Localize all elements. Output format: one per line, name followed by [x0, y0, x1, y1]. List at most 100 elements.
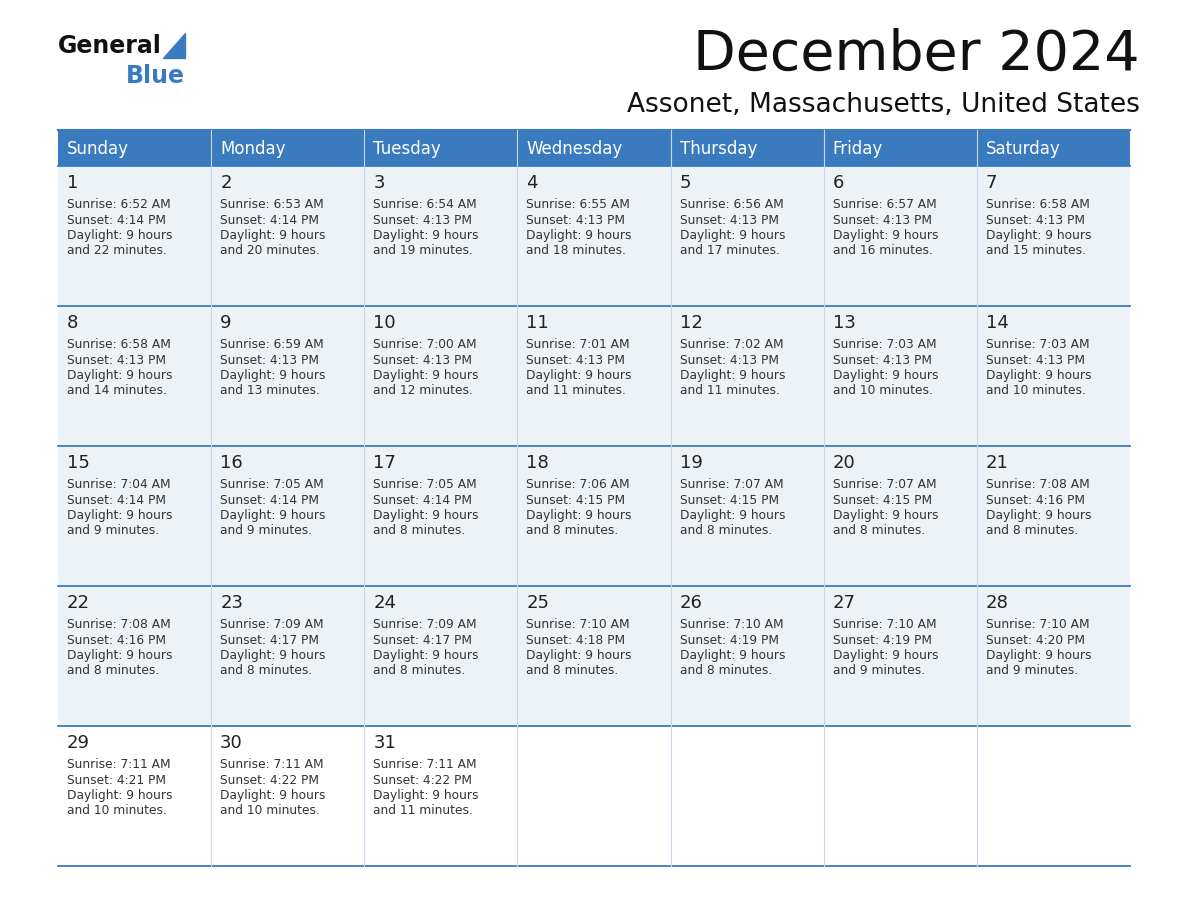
Text: and 8 minutes.: and 8 minutes. [67, 665, 159, 677]
Text: Daylight: 9 hours: Daylight: 9 hours [220, 509, 326, 522]
Text: Daylight: 9 hours: Daylight: 9 hours [220, 789, 326, 802]
Text: Daylight: 9 hours: Daylight: 9 hours [986, 369, 1092, 382]
Text: Sunset: 4:16 PM: Sunset: 4:16 PM [986, 494, 1085, 507]
Text: Daylight: 9 hours: Daylight: 9 hours [986, 509, 1092, 522]
Text: 5: 5 [680, 174, 691, 192]
Bar [58, 446, 1130, 586]
Text: Daylight: 9 hours: Daylight: 9 hours [986, 649, 1092, 662]
Text: Sunset: 4:13 PM: Sunset: 4:13 PM [526, 214, 625, 227]
Text: Daylight: 9 hours: Daylight: 9 hours [67, 789, 172, 802]
Text: Daylight: 9 hours: Daylight: 9 hours [67, 649, 172, 662]
Text: Tuesday: Tuesday [373, 140, 441, 158]
Text: 23: 23 [220, 594, 244, 612]
Text: Sunset: 4:13 PM: Sunset: 4:13 PM [680, 353, 778, 366]
Text: Sunset: 4:15 PM: Sunset: 4:15 PM [680, 494, 778, 507]
Text: and 10 minutes.: and 10 minutes. [986, 385, 1086, 397]
Text: Sunset: 4:14 PM: Sunset: 4:14 PM [67, 494, 166, 507]
Text: Sunrise: 7:10 AM: Sunrise: 7:10 AM [680, 618, 783, 631]
Text: Sunrise: 7:03 AM: Sunrise: 7:03 AM [833, 338, 936, 351]
Text: Sunset: 4:16 PM: Sunset: 4:16 PM [67, 633, 166, 646]
Text: Sunrise: 6:55 AM: Sunrise: 6:55 AM [526, 198, 631, 211]
Bar [823, 130, 977, 166]
Text: and 10 minutes.: and 10 minutes. [833, 385, 933, 397]
Text: Thursday: Thursday [680, 140, 757, 158]
Text: Daylight: 9 hours: Daylight: 9 hours [67, 369, 172, 382]
Text: Wednesday: Wednesday [526, 140, 623, 158]
Text: and 8 minutes.: and 8 minutes. [680, 524, 772, 538]
Text: Daylight: 9 hours: Daylight: 9 hours [833, 229, 939, 242]
Bar [365, 130, 518, 166]
Bar [58, 130, 211, 166]
Text: Daylight: 9 hours: Daylight: 9 hours [373, 229, 479, 242]
Text: 28: 28 [986, 594, 1009, 612]
Text: 18: 18 [526, 454, 549, 472]
Text: and 8 minutes.: and 8 minutes. [526, 524, 619, 538]
Text: General: General [58, 34, 162, 58]
Text: Sunset: 4:14 PM: Sunset: 4:14 PM [220, 214, 320, 227]
Text: and 11 minutes.: and 11 minutes. [680, 385, 779, 397]
Text: Daylight: 9 hours: Daylight: 9 hours [680, 509, 785, 522]
Text: 20: 20 [833, 454, 855, 472]
Text: and 12 minutes.: and 12 minutes. [373, 385, 473, 397]
Text: Sunrise: 7:05 AM: Sunrise: 7:05 AM [373, 478, 478, 491]
Text: and 19 minutes.: and 19 minutes. [373, 244, 473, 258]
Text: Sunset: 4:13 PM: Sunset: 4:13 PM [986, 353, 1085, 366]
Text: Friday: Friday [833, 140, 883, 158]
Text: Sunrise: 7:10 AM: Sunrise: 7:10 AM [986, 618, 1089, 631]
Text: 27: 27 [833, 594, 855, 612]
Text: and 18 minutes.: and 18 minutes. [526, 244, 626, 258]
Text: Sunset: 4:14 PM: Sunset: 4:14 PM [373, 494, 473, 507]
Text: Daylight: 9 hours: Daylight: 9 hours [373, 509, 479, 522]
Text: Sunset: 4:19 PM: Sunset: 4:19 PM [680, 633, 778, 646]
Text: and 8 minutes.: and 8 minutes. [833, 524, 925, 538]
Text: Daylight: 9 hours: Daylight: 9 hours [833, 369, 939, 382]
Bar [58, 306, 1130, 446]
Text: Sunrise: 7:11 AM: Sunrise: 7:11 AM [67, 758, 171, 771]
Text: Sunrise: 6:57 AM: Sunrise: 6:57 AM [833, 198, 936, 211]
Text: 21: 21 [986, 454, 1009, 472]
Text: Sunset: 4:17 PM: Sunset: 4:17 PM [373, 633, 473, 646]
Text: and 10 minutes.: and 10 minutes. [220, 804, 320, 818]
Text: and 17 minutes.: and 17 minutes. [680, 244, 779, 258]
Text: and 9 minutes.: and 9 minutes. [986, 665, 1078, 677]
Text: Daylight: 9 hours: Daylight: 9 hours [526, 229, 632, 242]
Text: 14: 14 [986, 314, 1009, 332]
Bar [670, 130, 823, 166]
Text: Sunset: 4:13 PM: Sunset: 4:13 PM [833, 214, 931, 227]
Bar [977, 130, 1130, 166]
Text: Sunset: 4:20 PM: Sunset: 4:20 PM [986, 633, 1085, 646]
Text: and 16 minutes.: and 16 minutes. [833, 244, 933, 258]
Text: Sunrise: 7:09 AM: Sunrise: 7:09 AM [373, 618, 476, 631]
Text: and 10 minutes.: and 10 minutes. [67, 804, 166, 818]
Text: Daylight: 9 hours: Daylight: 9 hours [680, 229, 785, 242]
Text: Sunset: 4:13 PM: Sunset: 4:13 PM [986, 214, 1085, 227]
Text: Assonet, Massachusetts, United States: Assonet, Massachusetts, United States [627, 92, 1140, 118]
Text: 6: 6 [833, 174, 845, 192]
Text: 1: 1 [67, 174, 78, 192]
Text: and 8 minutes.: and 8 minutes. [220, 665, 312, 677]
Text: and 13 minutes.: and 13 minutes. [220, 385, 320, 397]
Text: 8: 8 [67, 314, 78, 332]
Text: Sunrise: 6:54 AM: Sunrise: 6:54 AM [373, 198, 478, 211]
Text: and 8 minutes.: and 8 minutes. [373, 665, 466, 677]
Text: Sunrise: 7:06 AM: Sunrise: 7:06 AM [526, 478, 630, 491]
Text: Sunrise: 7:10 AM: Sunrise: 7:10 AM [526, 618, 630, 631]
Text: 12: 12 [680, 314, 702, 332]
Text: 15: 15 [67, 454, 90, 472]
Text: Daylight: 9 hours: Daylight: 9 hours [67, 509, 172, 522]
Text: Sunrise: 7:05 AM: Sunrise: 7:05 AM [220, 478, 324, 491]
Text: Sunday: Sunday [67, 140, 129, 158]
Text: 30: 30 [220, 734, 242, 752]
Text: 3: 3 [373, 174, 385, 192]
Text: 16: 16 [220, 454, 242, 472]
Text: and 22 minutes.: and 22 minutes. [67, 244, 166, 258]
Bar [211, 130, 365, 166]
Text: Sunset: 4:22 PM: Sunset: 4:22 PM [220, 774, 320, 787]
Text: Monday: Monday [220, 140, 285, 158]
Text: Sunset: 4:13 PM: Sunset: 4:13 PM [220, 353, 320, 366]
Text: Daylight: 9 hours: Daylight: 9 hours [526, 649, 632, 662]
Text: and 11 minutes.: and 11 minutes. [526, 385, 626, 397]
Text: 4: 4 [526, 174, 538, 192]
Text: Saturday: Saturday [986, 140, 1061, 158]
Text: and 20 minutes.: and 20 minutes. [220, 244, 320, 258]
